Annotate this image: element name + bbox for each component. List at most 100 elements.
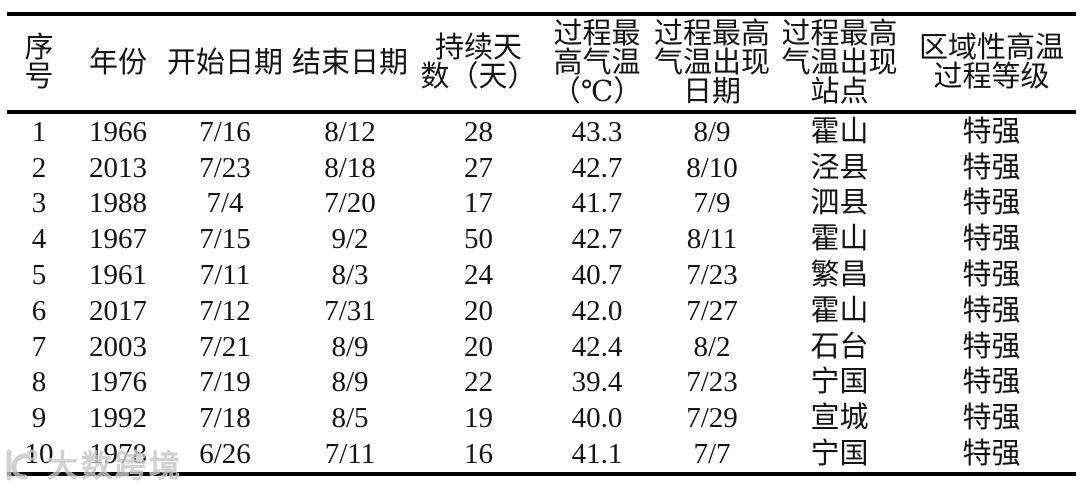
table-cell: 22 [464, 366, 493, 399]
table-cell: 20 [464, 294, 493, 327]
table-cell: 特强 [962, 366, 1021, 399]
col-header-duration: 持续天 数（天） [415, 14, 542, 112]
table-cell: 7/27 [686, 294, 738, 327]
table-cell: 42.4 [571, 330, 623, 363]
header-line: 过程等级 [933, 61, 1050, 93]
header-line: 过程最 [553, 17, 641, 50]
header-line: 高气温 [553, 46, 641, 79]
table-cell: 7/12 [199, 294, 251, 327]
table-cell: 特强 [962, 115, 1021, 148]
table-cell: 20 [464, 330, 493, 363]
col-header-process-level: 区域性高温 过程等级 [907, 14, 1076, 112]
table-cell: 42.7 [571, 223, 623, 256]
table-cell: 40.0 [571, 402, 623, 435]
col-header-seq: 序 号 [7, 14, 71, 112]
table-cell: 宁国 [810, 438, 869, 471]
table-cell: 8/10 [686, 151, 738, 184]
table-cell: 特强 [962, 402, 1021, 435]
table-cell: 28 [464, 115, 493, 148]
table-cell: 7/11 [199, 259, 251, 292]
table-cell: 42.0 [571, 294, 623, 327]
header-row: 序 号 年份 开始日期 结束日期 持续天 数（天） 过程最 [7, 14, 1076, 112]
table-cell: 6 [31, 294, 47, 327]
header-line: 开始日期 [166, 46, 283, 79]
table-row: 7 2003 7/21 8/9 20 42.4 8/2 石台 特强 [7, 329, 1076, 365]
table-cell: 19 [464, 402, 493, 435]
table-cell: 宣城 [810, 402, 869, 435]
table-cell: 特强 [962, 294, 1021, 327]
table-cell: 特强 [962, 330, 1021, 363]
table-cell: 7/20 [324, 187, 376, 220]
header-line: 持续天 [434, 32, 522, 64]
table-cell: 特强 [962, 151, 1021, 184]
header-line: 过程最高 [781, 17, 898, 50]
table-row: 8 1976 7/19 8/9 22 39.4 7/23 宁国 特强 [7, 365, 1076, 401]
header-line: 区域性高温 [918, 32, 1064, 64]
header-line: （℃） [551, 75, 643, 108]
table-cell: 2003 [89, 330, 147, 363]
regional-heatwave-table: 序 号 年份 开始日期 结束日期 持续天 数（天） 过程最 [7, 12, 1076, 476]
table-cell: 宁国 [810, 366, 869, 399]
table-cell: 1966 [89, 115, 147, 148]
table-cell: 10 [24, 438, 54, 471]
table-row: 1 1966 7/16 8/12 28 43.3 8/9 霍山 特强 [7, 112, 1076, 150]
table-cell: 特强 [962, 438, 1021, 471]
table-cell: 40.7 [571, 259, 623, 292]
table-cell: 5 [31, 259, 47, 292]
col-header-max-temp-station: 过程最高 气温出现 站点 [772, 14, 907, 112]
table-cell: 7/23 [686, 366, 738, 399]
table-cell: 6/26 [199, 438, 251, 471]
header-line: 号 [24, 61, 54, 93]
table-row: 3 1988 7/4 7/20 17 41.7 7/9 泗县 特强 [7, 186, 1076, 222]
table-cell: 1988 [89, 187, 147, 220]
table-cell: 8/11 [686, 223, 738, 256]
table-cell: 24 [464, 259, 493, 292]
header-line: 日期 [682, 75, 741, 108]
table-cell: 8/9 [693, 115, 731, 148]
table-cell: 41.7 [571, 187, 623, 220]
table-cell: 1961 [89, 259, 147, 292]
table-cell: 7/31 [324, 294, 376, 327]
table-cell: 2 [31, 151, 47, 184]
table-cell: 7/16 [199, 115, 251, 148]
table-row: 2 2013 7/23 8/18 27 42.7 8/10 泾县 特强 [7, 150, 1076, 186]
table-cell: 9 [31, 402, 47, 435]
col-header-max-temp: 过程最 高气温 （℃） [542, 14, 652, 112]
table-cell: 9/2 [331, 223, 369, 256]
header-line: 年份 [88, 46, 147, 79]
table-cell: 7/4 [206, 187, 244, 220]
table-cell: 7/7 [693, 438, 731, 471]
table-cell: 8/5 [331, 402, 369, 435]
table-cell: 39.4 [571, 366, 623, 399]
table-cell: 7/18 [199, 402, 251, 435]
col-header-year: 年份 [71, 14, 165, 112]
table-cell: 7/9 [693, 187, 731, 220]
header-line: 序 [24, 32, 54, 64]
table-cell: 41.1 [571, 438, 623, 471]
table-body: 1 1966 7/16 8/12 28 43.3 8/9 霍山 特强 2 201… [7, 112, 1076, 474]
table-cell: 霍山 [810, 294, 869, 327]
table-cell: 霍山 [810, 115, 869, 148]
header-line: 过程最高 [653, 17, 770, 50]
table-cell: 3 [31, 187, 47, 220]
table-cell: 16 [464, 438, 493, 471]
table-cell: 50 [464, 223, 493, 256]
table-header: 序 号 年份 开始日期 结束日期 持续天 数（天） 过程最 [7, 14, 1076, 112]
table-cell: 7/23 [686, 259, 738, 292]
table-row: 4 1967 7/15 9/2 50 42.7 8/11 霍山 特强 [7, 221, 1076, 257]
table-row: 10 1978 6/26 7/11 16 41.1 7/7 宁国 特强 [7, 436, 1076, 474]
table-cell: 4 [31, 223, 47, 256]
table-cell: 7 [31, 330, 47, 363]
header-line: 数（天） [420, 61, 537, 93]
table-cell: 7/23 [199, 151, 251, 184]
table-cell: 27 [464, 151, 493, 184]
col-header-start-date: 开始日期 [165, 14, 285, 112]
table-cell: 43.3 [571, 115, 623, 148]
table-cell: 8 [31, 366, 47, 399]
header-line: 气温出现 [653, 46, 770, 79]
table-cell: 泗县 [810, 187, 869, 220]
table-cell: 7/21 [199, 330, 251, 363]
table-cell: 7/11 [324, 438, 376, 471]
table-cell: 1978 [89, 438, 147, 471]
